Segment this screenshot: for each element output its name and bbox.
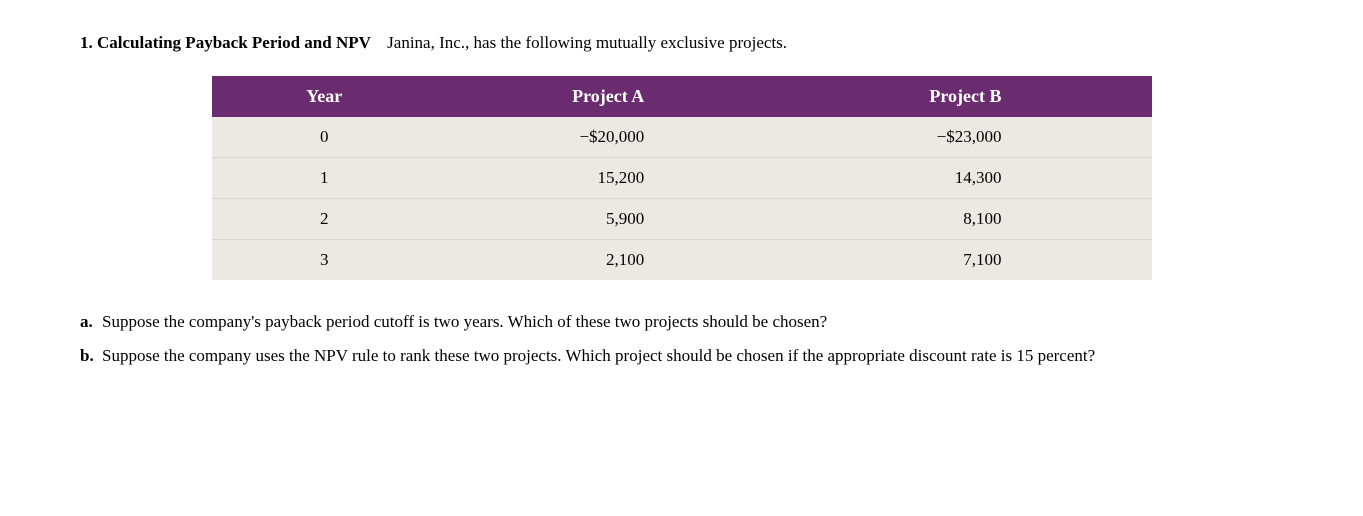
problem-title: Calculating Payback Period and NPV: [97, 33, 371, 52]
cell-year: 0: [212, 117, 438, 158]
cell-project-b: 14,300: [794, 157, 1151, 198]
part-b-label: b.: [80, 342, 102, 371]
table-header-row: Year Project A Project B: [212, 76, 1152, 117]
cashflow-table: Year Project A Project B 0 −$20,000 −$23…: [212, 76, 1152, 280]
cell-project-b: 7,100: [794, 239, 1151, 280]
part-a-label: a.: [80, 308, 102, 337]
table-row: 3 2,100 7,100: [212, 239, 1152, 280]
table-row: 0 −$20,000 −$23,000: [212, 117, 1152, 158]
problem-header: 1. Calculating Payback Period and NPV Ja…: [80, 30, 1283, 56]
problem-number: 1.: [80, 33, 93, 52]
col-header-project-b: Project B: [794, 76, 1151, 117]
part-b-text: Suppose the company uses the NPV rule to…: [102, 342, 1283, 371]
cell-year: 2: [212, 198, 438, 239]
cell-year: 3: [212, 239, 438, 280]
col-header-project-a: Project A: [437, 76, 794, 117]
part-b: b. Suppose the company uses the NPV rule…: [80, 342, 1283, 371]
part-a-text: Suppose the company's payback period cut…: [102, 308, 1283, 337]
table-row: 1 15,200 14,300: [212, 157, 1152, 198]
table-row: 2 5,900 8,100: [212, 198, 1152, 239]
problem-intro: Janina, Inc., has the following mutually…: [387, 33, 787, 52]
cell-project-a: 2,100: [437, 239, 794, 280]
col-header-year: Year: [212, 76, 438, 117]
part-a: a. Suppose the company's payback period …: [80, 308, 1283, 337]
cell-project-a: 5,900: [437, 198, 794, 239]
sub-parts: a. Suppose the company's payback period …: [80, 308, 1283, 372]
cell-year: 1: [212, 157, 438, 198]
table-container: Year Project A Project B 0 −$20,000 −$23…: [80, 76, 1283, 280]
cell-project-b: −$23,000: [794, 117, 1151, 158]
cell-project-b: 8,100: [794, 198, 1151, 239]
cell-project-a: 15,200: [437, 157, 794, 198]
cell-project-a: −$20,000: [437, 117, 794, 158]
